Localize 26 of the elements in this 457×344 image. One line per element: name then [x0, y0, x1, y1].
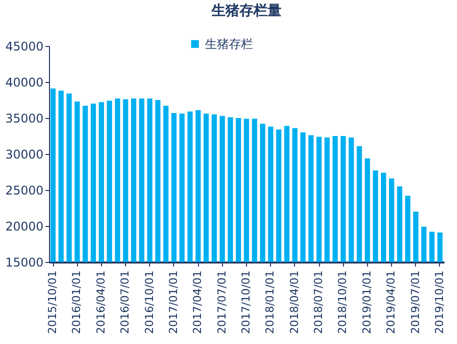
x-tick-label: 2016/01/01: [70, 270, 84, 334]
y-tick-label: 30000: [5, 148, 44, 162]
x-tick-label: 2016/04/01: [94, 270, 108, 334]
x-tick-label: 2019/04/01: [384, 270, 398, 334]
legend-label: 生猪存栏: [205, 37, 253, 51]
x-tick-label: 2018/01/01: [264, 270, 277, 334]
x-tick-label: 2019/01/01: [360, 270, 374, 334]
x-tick-label: 2016/10/01: [142, 270, 156, 334]
y-tick-label: 15000: [5, 256, 44, 270]
x-tick-label: 2017/10/01: [240, 270, 252, 334]
x-tick-label: 2016/07/01: [118, 270, 132, 334]
y-tick-label: 45000: [5, 40, 44, 54]
x-tick-label: 2017/07/01: [215, 270, 228, 334]
x-tick-label: 2018/04/01: [288, 270, 301, 334]
y-tick-label: 25000: [5, 184, 44, 198]
x-tick-label: 2019/10/01: [432, 270, 446, 334]
y-tick-label: 20000: [5, 220, 44, 234]
y-tick-label: 40000: [5, 76, 44, 90]
x-tick-label: 2018/07/01: [312, 270, 326, 334]
x-tick-label: 2019/07/01: [408, 270, 422, 334]
x-tick-label: 2017/04/01: [191, 270, 204, 334]
x-tick-label: 2017/01/01: [166, 270, 180, 334]
chart-title: 生猪存栏量: [210, 3, 282, 19]
x-tick-label: 2018/10/01: [336, 270, 350, 334]
y-tick-label: 35000: [5, 112, 44, 126]
x-tick-label: 2015/10/01: [46, 270, 60, 334]
